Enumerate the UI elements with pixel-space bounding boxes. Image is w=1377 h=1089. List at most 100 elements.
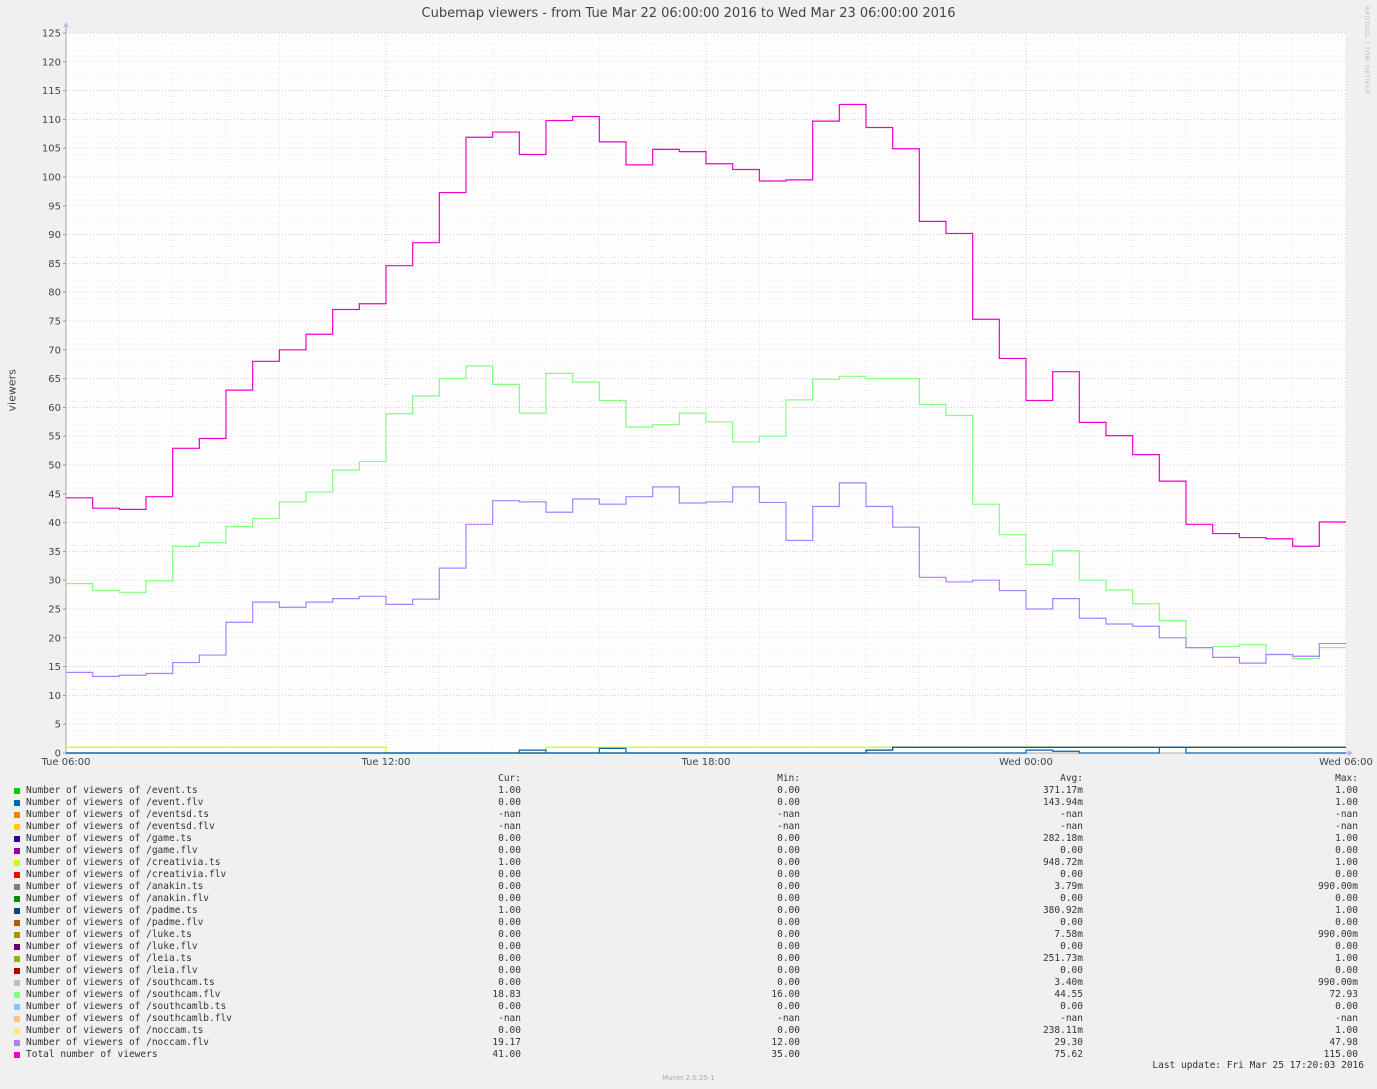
legend-row: Number of viewers of /game.flv 0.00 0.00 0.… (0, 845, 1377, 857)
legend-cur-value: 0.00 (498, 845, 521, 856)
legend-series-name: Number of viewers of /anakin.ts (26, 881, 204, 892)
legend-series-name: Number of viewers of /noccam.ts (26, 1025, 204, 1036)
series-line-5 (66, 746, 1346, 754)
legend-series-name: Number of viewers of /game.ts (26, 833, 192, 844)
y-tick-label: 15 (48, 662, 61, 673)
legend-series-name: Number of viewers of /creativia.ts (26, 857, 221, 868)
legend-max-value: 990.00m (1317, 929, 1358, 940)
legend-row: Number of viewers of /creativia.ts 1.00 0.… (0, 857, 1377, 869)
legend-max-value: 0.00 (1335, 917, 1358, 928)
legend-avg-value: -nan (1060, 809, 1083, 820)
legend-avg-value: 282.18m (1042, 833, 1083, 844)
legend-avg-value: 0.00 (1060, 965, 1083, 976)
y-axis-arrow (63, 22, 69, 27)
legend-min-value: 0.00 (777, 905, 800, 916)
legend-avg-value: 44.55 (1054, 989, 1083, 1000)
legend-cur-value: 0.00 (498, 1025, 521, 1036)
legend-min-value: 0.00 (777, 785, 800, 796)
legend-swatch (14, 1028, 20, 1034)
y-tick-label: 55 (48, 432, 61, 443)
legend-swatch (14, 1016, 20, 1022)
x-tick-label: Tue 06:00 (40, 757, 90, 768)
legend-cur-value: 0.00 (498, 881, 521, 892)
legend-cur-value: 0.00 (498, 1001, 521, 1012)
y-tick-label: 60 (48, 403, 61, 414)
legend-header-avg: Avg: (1060, 773, 1083, 784)
legend-swatch (14, 932, 20, 938)
legend-swatch (14, 968, 20, 974)
legend-swatch (14, 836, 20, 842)
legend-avg-value: 75.62 (1054, 1049, 1083, 1060)
legend-row: Number of viewers of /leia.flv 0.00 0.00 0.… (0, 965, 1377, 977)
legend-max-value: 0.00 (1335, 845, 1358, 856)
legend-series-name: Total number of viewers (26, 1049, 158, 1060)
legend-swatch (14, 956, 20, 962)
y-tick-label: 65 (48, 374, 61, 385)
legend-min-value: 0.00 (777, 857, 800, 868)
legend-avg-value: 7.58m (1054, 929, 1083, 940)
legend-row: Number of viewers of /noccam.ts 0.00 0.00 2… (0, 1025, 1377, 1037)
legend-cur-value: 19.17 (492, 1037, 521, 1048)
y-tick-label: 20 (48, 633, 61, 644)
grid (66, 32, 1347, 753)
legend-avg-value: 0.00 (1060, 869, 1083, 880)
legend-avg-value: 3.40m (1054, 977, 1083, 988)
legend-cur-value: 0.00 (498, 893, 521, 904)
legend-series-name: Number of viewers of /eventsd.ts (26, 809, 210, 820)
legend-avg-value: 3.79m (1054, 881, 1083, 892)
legend-cur-value: -nan (498, 809, 521, 820)
legend-max-value: 990.00m (1317, 881, 1358, 892)
legend-max-value: 1.00 (1335, 953, 1358, 964)
x-tick-label: Tue 12:00 (360, 757, 410, 768)
legend-series-name: Number of viewers of /leia.ts (26, 953, 192, 964)
last-update: Last update: Fri Mar 25 17:20:03 2016 (1152, 1060, 1364, 1071)
legend-header-max: Max: (1335, 773, 1358, 784)
legend-cur-value: 0.00 (498, 929, 521, 940)
legend-max-value: 990.00m (1317, 977, 1358, 988)
legend-swatch (14, 944, 20, 950)
y-tick-label: 75 (48, 317, 61, 328)
legend-series-name: Number of viewers of /southcam.flv (26, 989, 221, 1000)
legend-row: Number of viewers of /eventsd.flv -nan -na… (0, 821, 1377, 833)
legend-max-value: 1.00 (1335, 1025, 1358, 1036)
x-tick-label: Wed 00:00 (999, 757, 1053, 768)
y-tick-label: 25 (48, 605, 61, 616)
legend-row: Number of viewers of /luke.flv 0.00 0.00 0.… (0, 941, 1377, 953)
legend-max-value: 1.00 (1335, 785, 1358, 796)
legend-cur-value: 1.00 (498, 785, 521, 796)
legend-series-name: Number of viewers of /leia.flv (26, 965, 198, 976)
y-tick-label: 90 (48, 230, 61, 241)
legend-row: Number of viewers of /eventsd.ts -nan -nan… (0, 809, 1377, 821)
y-tick-label: 50 (48, 461, 61, 472)
y-tick-label: 45 (48, 489, 61, 500)
legend-max-value: -nan (1335, 809, 1358, 820)
legend-row: Total number of viewers 41.00 35.00 75.62 11… (0, 1049, 1377, 1061)
legend-swatch (14, 824, 20, 830)
legend-swatch (14, 848, 20, 854)
legend-avg-value: 380.92m (1042, 905, 1083, 916)
legend-row: Number of viewers of /event.ts 1.00 0.00 37… (0, 785, 1377, 797)
x-axis-arrow (1348, 750, 1353, 756)
y-tick-label: 115 (42, 86, 61, 97)
legend-max-value: 0.00 (1335, 965, 1358, 976)
legend-avg-value: 948.72m (1042, 857, 1083, 868)
legend-cur-value: -nan (498, 821, 521, 832)
series-line-1 (66, 365, 1346, 660)
legend-row: Number of viewers of /leia.ts 0.00 0.00 251… (0, 953, 1377, 965)
legend-series-name: Number of viewers of /event.ts (26, 785, 198, 796)
legend-min-value: 0.00 (777, 797, 800, 808)
line-chart: 0 5 10 15 20 25 30 35 40 45 50 55 60 65 70 75 80 85 90 95 10… (40, 22, 1373, 768)
legend-min-value: 0.00 (777, 977, 800, 988)
legend-cur-value: 18.83 (492, 989, 521, 1000)
legend-min-value: 0.00 (777, 881, 800, 892)
legend-row: Number of viewers of /game.ts 0.00 0.00 282… (0, 833, 1377, 845)
legend-cur-value: 0.00 (498, 965, 521, 976)
legend-row: Number of viewers of /noccam.flv 19.17 12.… (0, 1037, 1377, 1049)
legend-row: Number of viewers of /padme.flv 0.00 0.00 0… (0, 917, 1377, 929)
legend-cur-value: 41.00 (492, 1049, 521, 1060)
legend-series-name: Number of viewers of /padme.flv (26, 917, 204, 928)
legend-swatch (14, 812, 20, 818)
legend-min-value: 0.00 (777, 1001, 800, 1012)
legend-row: Number of viewers of /southcam.ts 0.00 0.0… (0, 977, 1377, 989)
legend-avg-value: 0.00 (1060, 1001, 1083, 1012)
